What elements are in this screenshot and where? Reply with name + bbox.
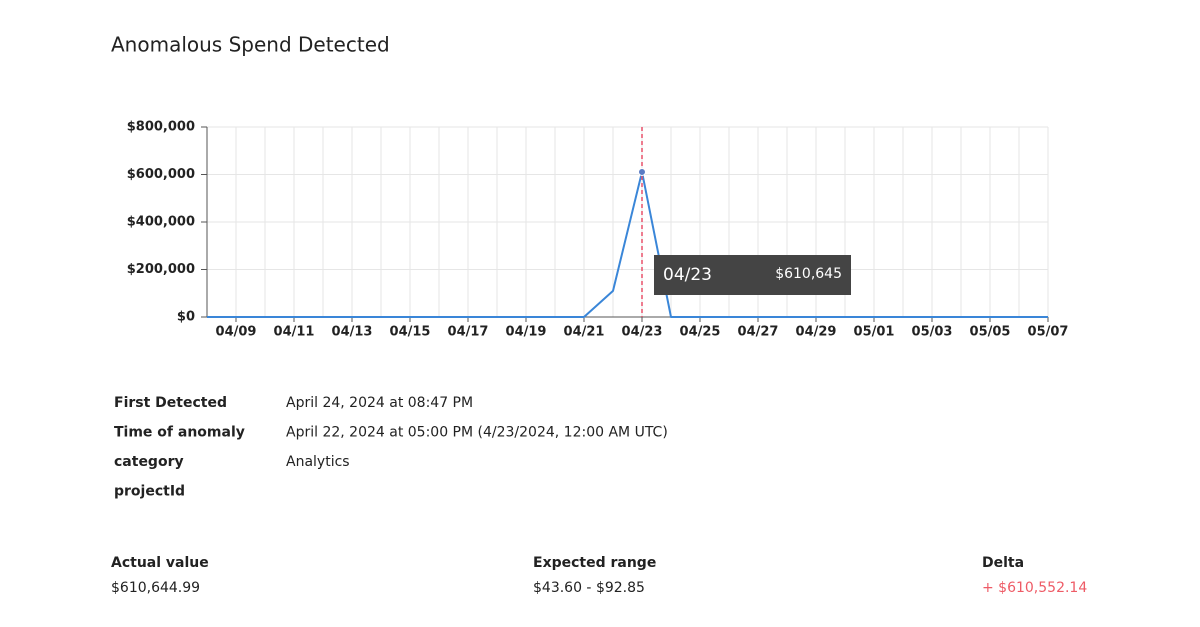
summary-value: + $610,552.14 — [982, 580, 1087, 596]
y-tick-label: $400,000 — [127, 215, 195, 230]
x-tick-label: 04/17 — [448, 325, 489, 340]
detail-label: category — [114, 454, 184, 470]
series-line — [207, 170, 1048, 318]
detail-value: April 22, 2024 at 05:00 PM (4/23/2024, 1… — [286, 425, 668, 441]
x-tick-label: 05/07 — [1028, 325, 1069, 340]
summary-label: Actual value — [111, 555, 209, 571]
summary-value: $610,644.99 — [111, 580, 200, 596]
tooltip-date: 04/23 — [663, 265, 712, 285]
x-tick-label: 05/03 — [912, 325, 953, 340]
x-tick-label: 04/23 — [622, 325, 663, 340]
summary-label: Expected range — [533, 555, 656, 571]
x-tick-label: 04/15 — [390, 325, 431, 340]
x-tick-label: 04/19 — [506, 325, 547, 340]
tooltip — [654, 255, 851, 295]
x-tick-label: 05/05 — [970, 325, 1011, 340]
x-tick-label: 05/01 — [854, 325, 895, 340]
x-tick-label: 04/29 — [796, 325, 837, 340]
y-tick-label: $200,000 — [127, 262, 195, 277]
x-tick-label: 04/11 — [274, 325, 315, 340]
peak-point — [638, 167, 646, 176]
x-tick-label: 04/25 — [680, 325, 721, 340]
detail-value: April 24, 2024 at 08:47 PM — [286, 395, 473, 411]
detail-label: Time of anomaly — [114, 425, 245, 441]
x-tick-label: 04/21 — [564, 325, 605, 340]
panel-title: Anomalous Spend Detected — [111, 33, 390, 57]
summary-value: $43.60 - $92.85 — [533, 580, 645, 596]
detail-value: Analytics — [286, 454, 350, 470]
tooltip-value: $610,645 — [775, 266, 842, 282]
y-tick-label: $0 — [177, 310, 195, 325]
detail-label: First Detected — [114, 395, 227, 411]
detail-label: projectId — [114, 484, 185, 500]
y-tick-label: $600,000 — [127, 167, 195, 182]
x-tick-label: 04/27 — [738, 325, 779, 340]
x-tick-label: 04/13 — [332, 325, 373, 340]
summary-label: Delta — [982, 555, 1024, 571]
y-tick-label: $800,000 — [127, 120, 195, 135]
x-tick-label: 04/09 — [216, 325, 257, 340]
